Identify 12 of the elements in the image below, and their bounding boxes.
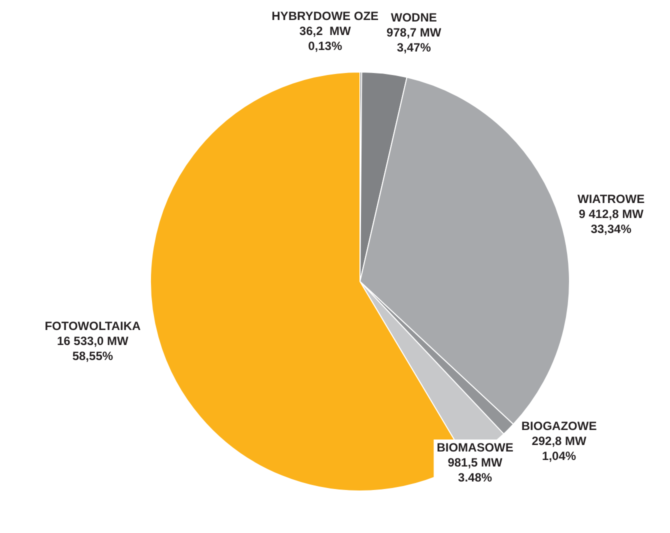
data-label: 9 412,8 MW 33,34% xyxy=(578,207,644,236)
slice-label: BIOMASOWE xyxy=(436,440,514,454)
data-label: 16 533,0 MW 58,55% xyxy=(56,334,130,364)
data-label: 292,8 MW 1,04% xyxy=(532,434,588,464)
slice-label: WODNE xyxy=(390,10,437,24)
data-label: 981,5 MW 3.48% xyxy=(448,455,504,484)
slice-label: BIOGAZOWE xyxy=(521,419,597,434)
slice-label: WIATROWE xyxy=(577,192,645,206)
slice-label: HYBRYDOWE OZE xyxy=(272,8,379,23)
data-label: 36,2 MW 0,13% xyxy=(299,24,352,53)
data-label: 978,7 MW 3,47% xyxy=(386,25,442,54)
slice-label: FOTOWOLTAIKA xyxy=(44,319,141,334)
